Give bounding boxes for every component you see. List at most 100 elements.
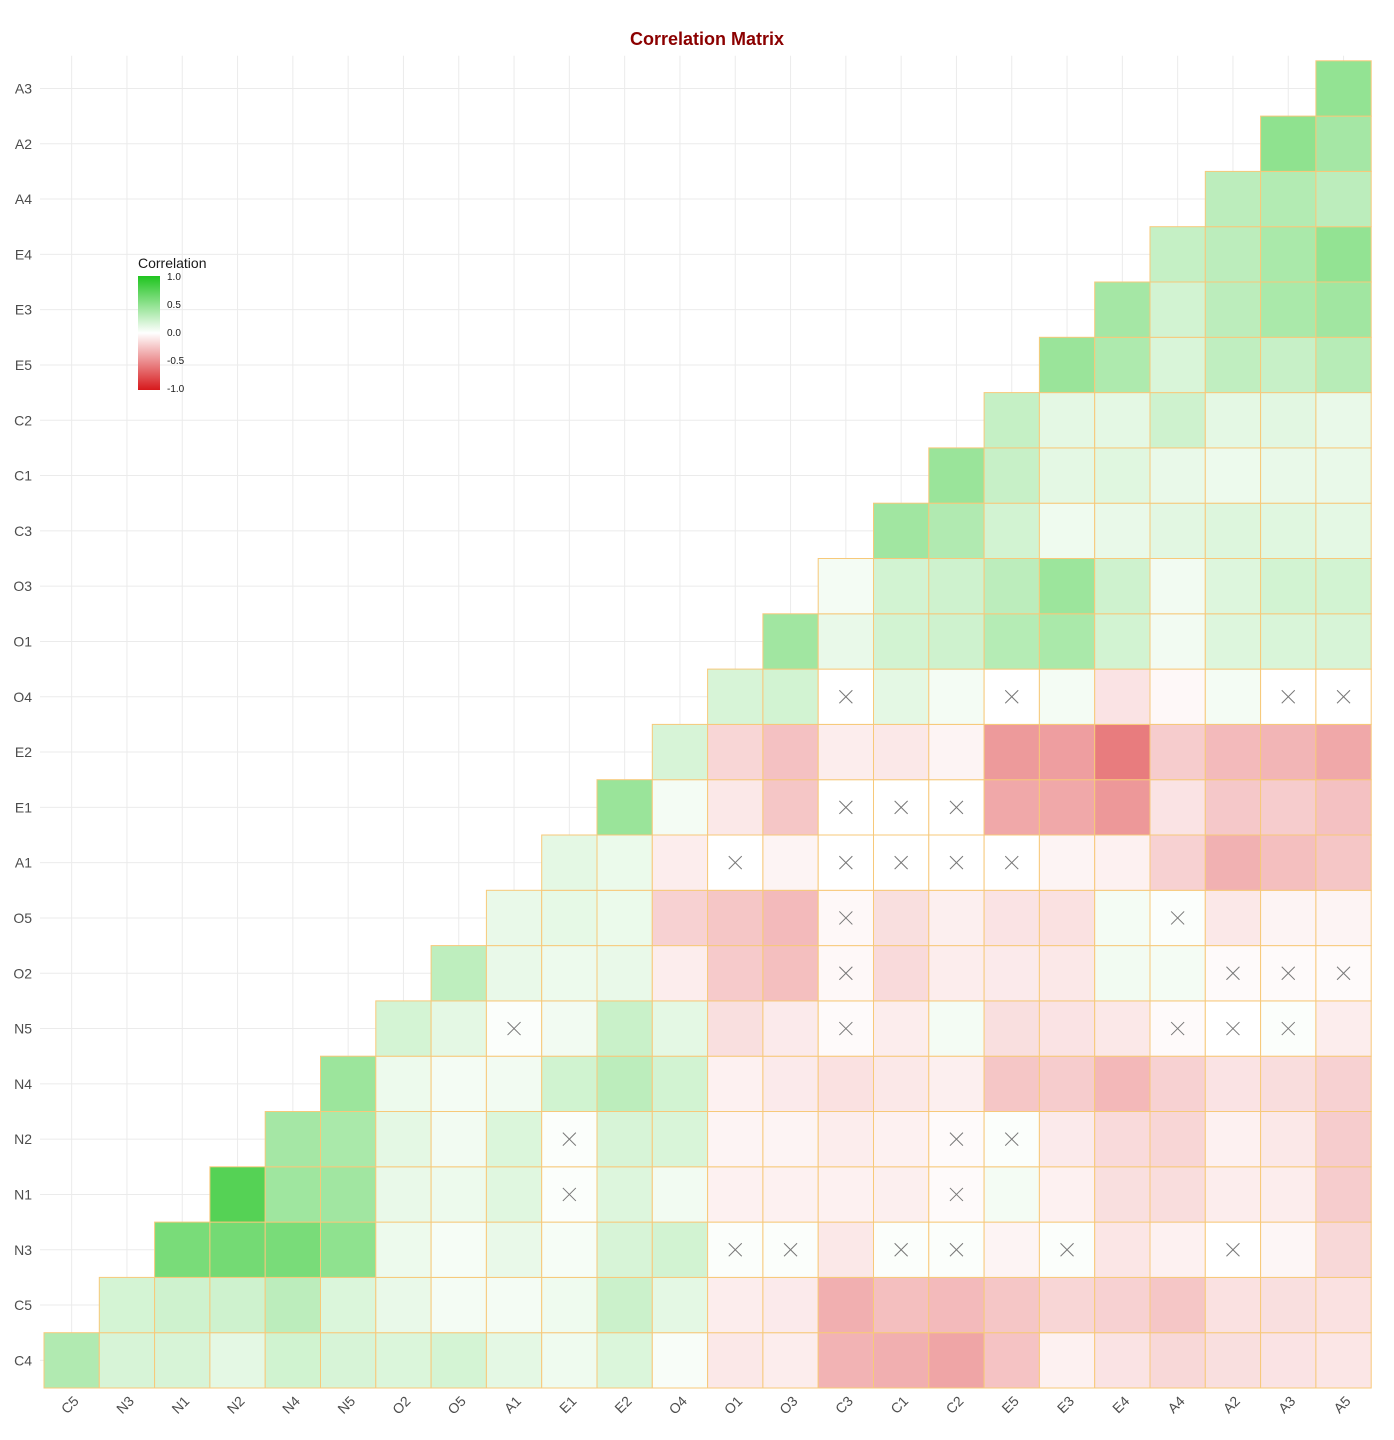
heatmap-cell [1204, 1166, 1262, 1223]
heatmap-cell [1204, 502, 1262, 560]
insignificant-x-mark [1226, 1242, 1240, 1257]
y-tick-label: N4 [14, 1076, 32, 1092]
heatmap-cell [430, 1000, 487, 1057]
heatmap-cell [375, 1166, 432, 1223]
heatmap-cell [1260, 834, 1317, 891]
heatmap-cell [1204, 723, 1262, 781]
heatmap-cell [596, 1276, 653, 1334]
heatmap-cell [651, 1000, 709, 1057]
heatmap-cell [707, 779, 764, 836]
heatmap-cell [541, 1055, 598, 1112]
heatmap-cell [983, 392, 1040, 449]
insignificant-x-mark [728, 1242, 743, 1257]
heatmap-cell [1094, 558, 1151, 615]
heatmap-cell [1315, 1221, 1372, 1278]
x-tick-label: O3 [776, 1393, 801, 1418]
heatmap-cell [817, 1332, 875, 1389]
x-tick-label: N5 [334, 1393, 358, 1417]
y-tick-label: E3 [15, 302, 32, 318]
insignificant-x-mark [1170, 1021, 1185, 1036]
heatmap-cell [1204, 834, 1262, 891]
x-tick-label: C1 [887, 1393, 911, 1417]
insignificant-x-mark [1226, 1021, 1240, 1036]
heatmap-cell [98, 1332, 156, 1389]
heatmap-cell [1094, 1111, 1151, 1168]
insignificant-x-mark [949, 855, 964, 870]
heatmap-cell [1038, 336, 1096, 394]
heatmap-cell [1315, 447, 1372, 504]
heatmap-cell [1038, 668, 1096, 725]
heatmap-cell [596, 1166, 653, 1223]
heatmap-cell [1094, 779, 1151, 836]
heatmap-cell [1204, 558, 1262, 615]
heatmap-cell [1260, 1276, 1317, 1334]
y-tick-label: C2 [14, 412, 32, 428]
heatmap-cell [928, 613, 985, 670]
heatmap-cell [1315, 60, 1372, 117]
y-tick-label: O3 [13, 578, 32, 594]
heatmap-cell [209, 1332, 266, 1389]
insignificant-x-mark [562, 1132, 577, 1147]
heatmap-cell [983, 779, 1040, 836]
insignificant-x-mark [949, 1242, 964, 1257]
heatmap-cell [1260, 1332, 1317, 1389]
heatmap-cell [762, 1111, 819, 1168]
heatmap-cell [430, 1332, 487, 1389]
heatmap-cell [873, 1055, 930, 1112]
x-tick-label: E3 [1054, 1393, 1078, 1417]
heatmap-cell [1038, 723, 1096, 781]
heatmap-cell [983, 723, 1040, 781]
heatmap-cell [1038, 392, 1096, 449]
heatmap-cell [1315, 170, 1372, 228]
heatmap-cell [375, 1055, 432, 1112]
heatmap-cell [1149, 336, 1206, 394]
heatmap-cell [762, 1166, 819, 1223]
heatmap-cell [264, 1276, 322, 1334]
color-legend: Correlation 1.0 0.5 0.0 -0.5 -1.0 [138, 255, 206, 395]
heatmap-cell [596, 1221, 653, 1278]
heatmap-cell [983, 1276, 1040, 1334]
heatmap-cell [1094, 613, 1151, 670]
heatmap-cell [1149, 668, 1206, 725]
heatmap-cell [1260, 1111, 1317, 1168]
heatmap-cell [707, 1000, 764, 1057]
heatmap-cell [1038, 834, 1096, 891]
heatmap-cell [1038, 1332, 1096, 1389]
heatmap-cell [1094, 723, 1151, 781]
heatmap-cell [1149, 1221, 1206, 1278]
y-tick-label: O4 [13, 689, 32, 705]
heatmap-cell [1204, 392, 1262, 449]
heatmap-cell [1149, 613, 1206, 670]
heatmap-cell [1038, 558, 1096, 615]
heatmap-cell [983, 613, 1040, 670]
heatmap-cell [707, 889, 764, 947]
heatmap-cell [1260, 1221, 1317, 1278]
heatmap-cell [541, 834, 598, 891]
heatmap-cell [873, 668, 930, 725]
heatmap-cell [1094, 1000, 1151, 1057]
heatmap-cell [1315, 834, 1372, 891]
heatmap-cell [1094, 502, 1151, 560]
heatmap-cell [1094, 1166, 1151, 1223]
y-tick-label: A4 [15, 191, 32, 207]
heatmap-cell [264, 1221, 322, 1278]
insignificant-x-mark [1060, 1242, 1074, 1257]
insignificant-x-mark [507, 1021, 521, 1036]
heatmap-cell [1315, 1111, 1372, 1168]
insignificant-x-mark [838, 855, 853, 870]
heatmap-cell [1260, 392, 1317, 449]
heatmap-cell [485, 1332, 543, 1389]
heatmap-cell [209, 1166, 266, 1223]
heatmap-cell [762, 1332, 819, 1389]
heatmap-cell [320, 1166, 377, 1223]
heatmap-cell [1260, 336, 1317, 394]
heatmap-cell [1038, 1276, 1096, 1334]
heatmap-cell [983, 1166, 1040, 1223]
heatmap-cell [485, 945, 543, 1002]
heatmap-cell [928, 558, 985, 615]
heatmap-cell [485, 1111, 543, 1168]
heatmap-cell [1204, 447, 1262, 504]
heatmap-cell [430, 1221, 487, 1278]
heatmap-cell [928, 1332, 985, 1389]
heatmap-cell [1315, 1166, 1372, 1223]
